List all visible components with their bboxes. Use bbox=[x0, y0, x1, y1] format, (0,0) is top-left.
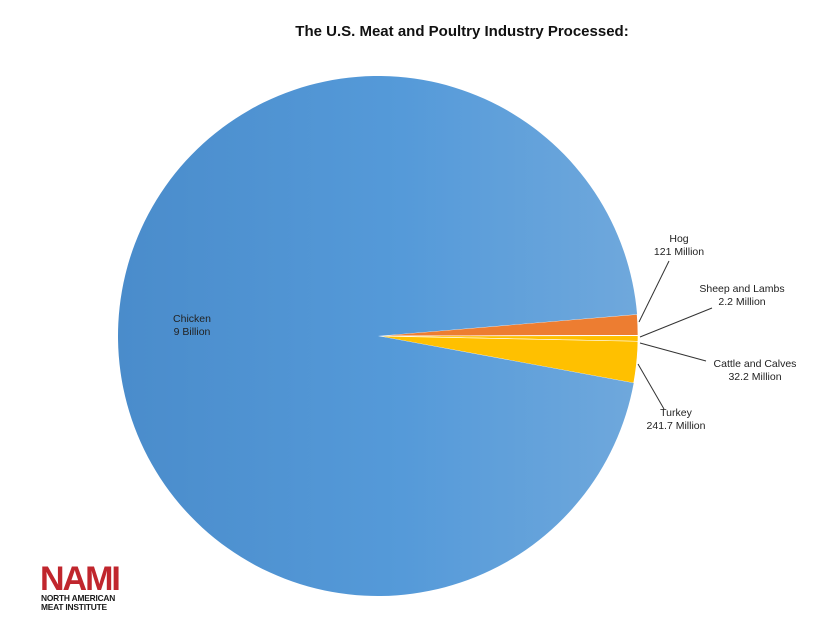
leader-line-turkey bbox=[637, 363, 665, 410]
label-value-hog: 121 Million bbox=[654, 246, 704, 258]
label-value-cattle-and-calves: 32.2 Million bbox=[728, 371, 781, 383]
label-value-turkey: 241.7 Million bbox=[647, 420, 706, 432]
slice-chicken bbox=[117, 76, 638, 597]
chart-title: The U.S. Meat and Poultry Industry Proce… bbox=[295, 23, 628, 40]
nami-logo: NAMI NORTH AMERICAN MEAT INSTITUTE bbox=[40, 560, 121, 612]
logo-line-1: NORTH AMERICAN bbox=[41, 593, 115, 603]
label-value-chicken: 9 Billion bbox=[174, 326, 211, 338]
label-name-sheep-and-lambs: Sheep and Lambs bbox=[699, 283, 784, 295]
label-name-chicken: Chicken bbox=[173, 313, 211, 325]
label-name-hog: Hog bbox=[669, 233, 688, 245]
leader-line-hog bbox=[638, 260, 670, 323]
logo-mark: NAMI bbox=[40, 560, 119, 598]
label-name-turkey: Turkey bbox=[660, 407, 692, 419]
logo-line-2: MEAT INSTITUTE bbox=[41, 602, 108, 612]
leader-lines bbox=[637, 260, 713, 410]
slice-turkey bbox=[377, 335, 639, 384]
pie-slices bbox=[117, 76, 639, 597]
leader-line-sheep-and-lambs bbox=[639, 307, 713, 338]
label-name-cattle-and-calves: Cattle and Calves bbox=[714, 358, 797, 370]
leader-line-cattle-and-calves bbox=[639, 342, 707, 362]
label-value-sheep-and-lambs: 2.2 Million bbox=[718, 296, 765, 308]
